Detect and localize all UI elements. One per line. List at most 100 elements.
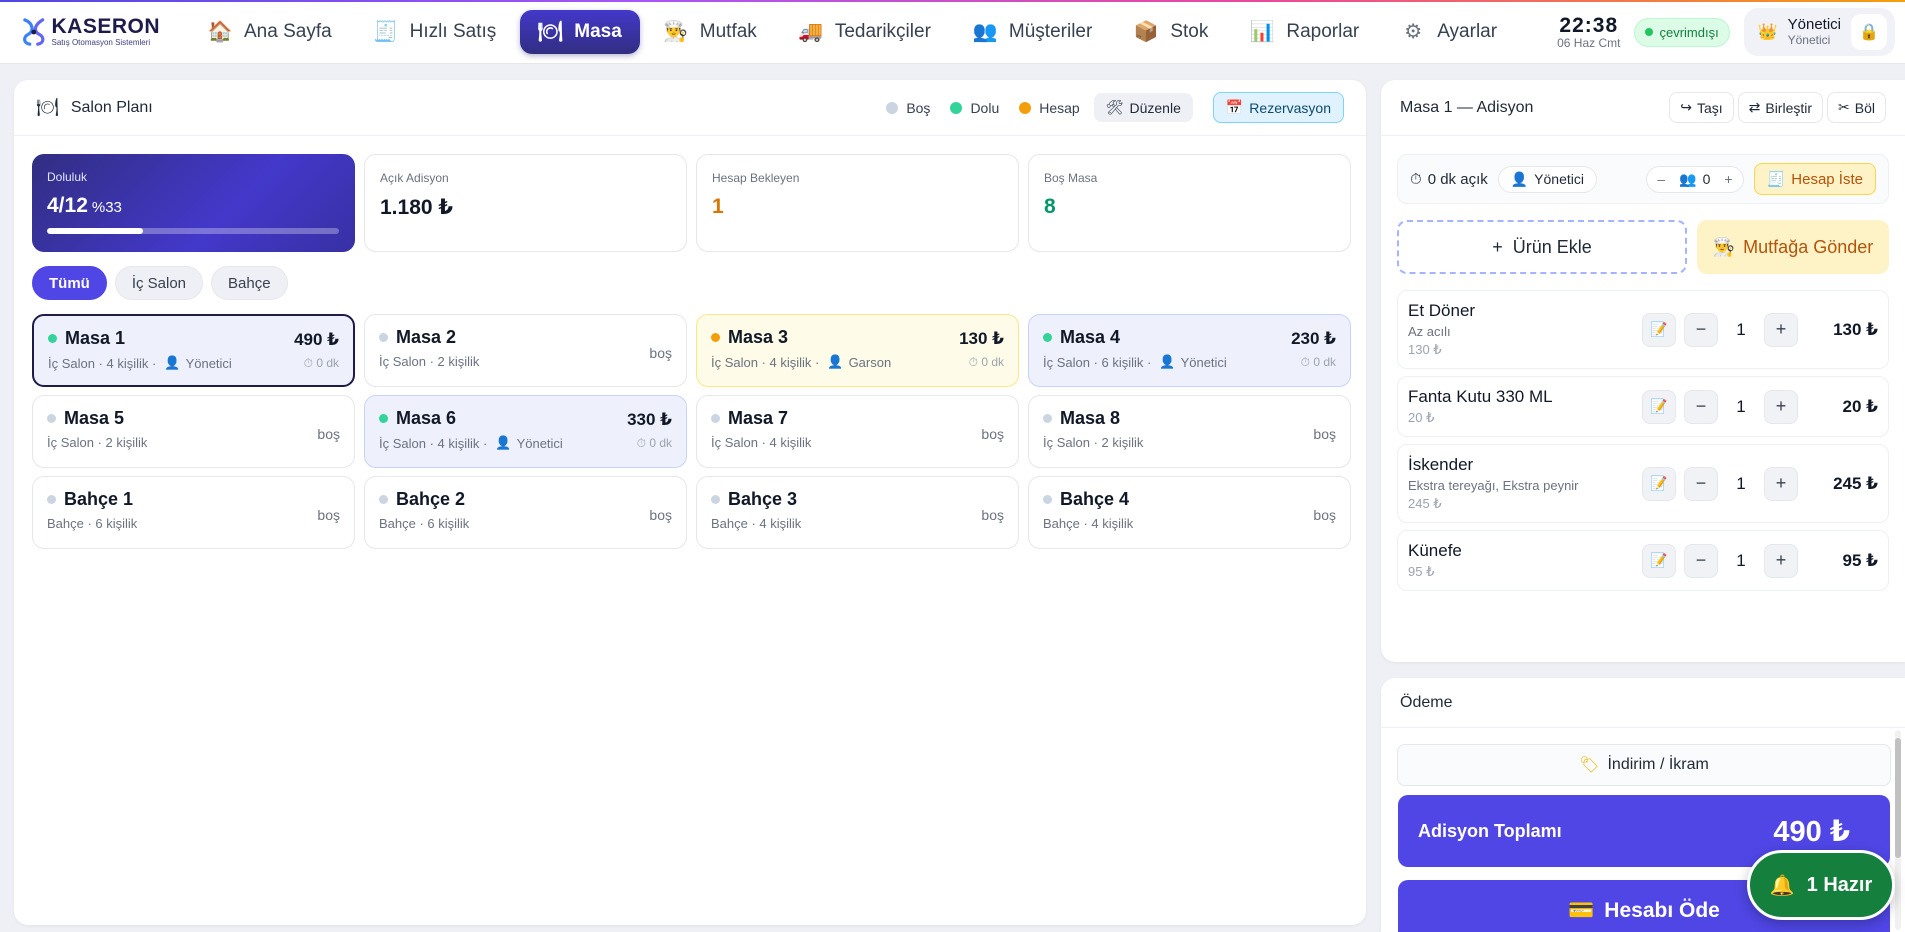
order-item-row: Künefe 95 ₺ 📝 −1 +95 ₺ xyxy=(1397,530,1889,591)
item-plus-button[interactable]: + xyxy=(1764,389,1798,424)
nav-tables-label: Masa xyxy=(574,20,622,42)
item-note-button[interactable]: 📝 xyxy=(1642,543,1676,578)
nav-reports[interactable]: 📊 Raporlar xyxy=(1232,10,1377,54)
open-orders-value: 1.180 ₺ xyxy=(380,196,453,219)
table-status-dot-icon xyxy=(379,414,388,423)
request-bill-button[interactable]: 🧾 Hesap İste xyxy=(1753,163,1876,195)
item-note-button[interactable]: 📝 xyxy=(1642,466,1676,501)
item-total: 20 ₺ xyxy=(1842,396,1878,416)
item-minus-button[interactable]: − xyxy=(1684,543,1718,578)
item-note-button[interactable]: 📝 xyxy=(1642,389,1676,424)
chef-icon: 👨‍🍳 xyxy=(663,21,689,43)
nav-quick-sale[interactable]: 🧾 Hızlı Satış xyxy=(356,10,515,54)
ready-orders-toast[interactable]: 🔔 1 Hazır xyxy=(1747,850,1895,920)
table-card[interactable]: Masa 1 İç Salon · 4 kişilik · 👤 Yönetici 490… xyxy=(32,314,355,387)
guest-plus-button[interactable]: + xyxy=(1724,171,1733,187)
move-table-button[interactable]: ↪ Taşı xyxy=(1669,92,1734,123)
nav-stock-label: Stok xyxy=(1170,20,1209,42)
occupancy-bar xyxy=(47,228,339,234)
nav-home[interactable]: 🏠 Ana Sayfa xyxy=(190,10,350,54)
table-meta-label: İç Salon · 4 kişilik · xyxy=(711,354,820,370)
scissors-icon: ✂ xyxy=(1838,99,1850,115)
item-minus-button[interactable]: − xyxy=(1684,389,1718,424)
table-name-label: Bahçe 4 xyxy=(1060,489,1130,509)
table-meta: İç Salon · 6 kişilik · 👤 Yönetici xyxy=(1043,354,1336,370)
reservation-button[interactable]: 📅 Rezervasyon xyxy=(1212,92,1344,123)
table-name: Bahçe 4 xyxy=(1043,489,1336,510)
item-note-button[interactable]: 📝 xyxy=(1642,312,1676,347)
timer-icon: ⏱ xyxy=(1410,170,1422,188)
person-icon: 👤 xyxy=(495,435,512,450)
timer-icon: ⏱ xyxy=(1300,355,1314,369)
pending-bill-value: 1 xyxy=(712,195,724,218)
table-meta: İç Salon · 4 kişilik · 👤 Garson xyxy=(711,354,1004,370)
nav-kitchen[interactable]: 👨‍🍳 Mutfak xyxy=(646,10,775,54)
nav-stock[interactable]: 📦 Stok xyxy=(1116,10,1226,54)
table-card[interactable]: Masa 8 İç Salon · 2 kişilik boş xyxy=(1028,395,1351,468)
person-icon: 👤 xyxy=(164,355,181,370)
table-card[interactable]: Masa 5 İç Salon · 2 kişilik boş xyxy=(32,395,355,468)
table-card[interactable]: Masa 7 İç Salon · 4 kişilik boş xyxy=(696,395,1019,468)
table-card[interactable]: Masa 6 İç Salon · 4 kişilik · 👤 Yönetici 330… xyxy=(364,395,687,468)
item-plus-button[interactable]: + xyxy=(1764,466,1798,501)
user-role: Yönetici xyxy=(1787,33,1831,48)
send-to-kitchen-button[interactable]: 👨‍🍳 Mutfağa Gönder xyxy=(1697,220,1889,274)
table-name-label: Masa 8 xyxy=(1060,408,1121,428)
nav-settings[interactable]: ⚙ Ayarlar xyxy=(1383,10,1515,54)
table-waiter: Yönetici xyxy=(185,355,232,371)
table-meta-label: Bahçe · 4 kişilik xyxy=(1043,516,1134,531)
split-bill-label: Böl xyxy=(1854,99,1875,116)
discount-button[interactable]: 🏷 İndirim / İkram xyxy=(1397,744,1891,786)
item-minus-button[interactable]: − xyxy=(1684,466,1718,501)
plate-icon: 🍽 xyxy=(537,21,563,43)
user-name: Yönetici xyxy=(1787,15,1841,33)
lock-icon: 🔒 xyxy=(1859,24,1879,41)
table-card[interactable]: Bahçe 2 Bahçe · 6 kişilik boş xyxy=(364,476,687,549)
nav-customers[interactable]: 👥 Müşteriler xyxy=(955,10,1110,54)
item-minus-button[interactable]: − xyxy=(1684,312,1718,347)
filter-all[interactable]: Tümü xyxy=(32,266,107,300)
table-status-dot-icon xyxy=(1043,333,1052,342)
table-empty-label: boş xyxy=(317,507,340,523)
pay-bill-label: Hesabı Öde xyxy=(1604,899,1720,922)
table-card[interactable]: Bahçe 1 Bahçe · 6 kişilik boş xyxy=(32,476,355,549)
lock-button[interactable]: 🔒 xyxy=(1851,14,1887,50)
table-card[interactable]: Bahçe 3 Bahçe · 4 kişilik boş xyxy=(696,476,1019,549)
item-total: 130 ₺ xyxy=(1833,319,1878,339)
table-name-label: Masa 3 xyxy=(728,327,789,347)
nav-suppliers[interactable]: 🚚 Tedarikçiler xyxy=(781,10,949,54)
payment-scrollbar-thumb[interactable] xyxy=(1895,738,1901,858)
edit-note-icon: 📝 xyxy=(1650,475,1668,491)
item-plus-button[interactable]: + xyxy=(1764,312,1798,347)
filter-indoor[interactable]: İç Salon xyxy=(114,266,204,300)
pending-bill-card: Hesap Bekleyen 1 xyxy=(696,154,1019,252)
edit-layout-button[interactable]: 🛠 Düzenle xyxy=(1093,93,1193,122)
add-product-button[interactable]: + Ürün Ekle xyxy=(1397,220,1687,274)
merge-tables-button[interactable]: ⇄ Birleştir xyxy=(1737,92,1824,123)
user-menu[interactable]: 👑 Yönetici Yönetici 🔒 xyxy=(1743,8,1895,56)
merge-arrows-icon: ⇄ xyxy=(1748,99,1761,115)
item-name: Künefe xyxy=(1408,541,1462,560)
guest-minus-button[interactable]: – xyxy=(1657,171,1666,187)
nav-customers-label: Müşteriler xyxy=(1008,20,1093,42)
ready-orders-label: 1 Hazır xyxy=(1806,873,1873,896)
table-name: Masa 4 xyxy=(1043,327,1336,348)
item-plus-button[interactable]: + xyxy=(1764,543,1798,578)
nav-quick-sale-label: Hızlı Satış xyxy=(409,20,497,42)
nav-tables[interactable]: 🍽 Masa xyxy=(520,9,640,54)
split-bill-button[interactable]: ✂ Böl xyxy=(1827,92,1886,123)
table-name: Bahçe 2 xyxy=(379,489,672,510)
table-name: Bahçe 1 xyxy=(47,489,340,510)
payment-scrollbar[interactable] xyxy=(1895,730,1901,930)
table-empty-label: boş xyxy=(649,345,672,361)
filter-garden[interactable]: Bahçe xyxy=(211,266,288,300)
order-title: Masa 1 — Adisyon xyxy=(1400,98,1534,116)
table-time-label: 0 dk xyxy=(1313,355,1336,369)
table-card[interactable]: Masa 3 İç Salon · 4 kişilik · 👤 Garson 130 ₺… xyxy=(696,314,1019,387)
stats-row: Doluluk 4/12 %33 Açık Adisyon 1.180 ₺ Hes… xyxy=(32,154,1351,252)
table-card[interactable]: Masa 2 İç Salon · 2 kişilik boş xyxy=(364,314,687,387)
table-card[interactable]: Bahçe 4 Bahçe · 4 kişilik boş xyxy=(1028,476,1351,549)
item-quantity: 1 xyxy=(1736,319,1746,339)
nav-settings-label: Ayarlar xyxy=(1437,20,1498,42)
table-card[interactable]: Masa 4 İç Salon · 6 kişilik · 👤 Yönetici 230… xyxy=(1028,314,1351,387)
